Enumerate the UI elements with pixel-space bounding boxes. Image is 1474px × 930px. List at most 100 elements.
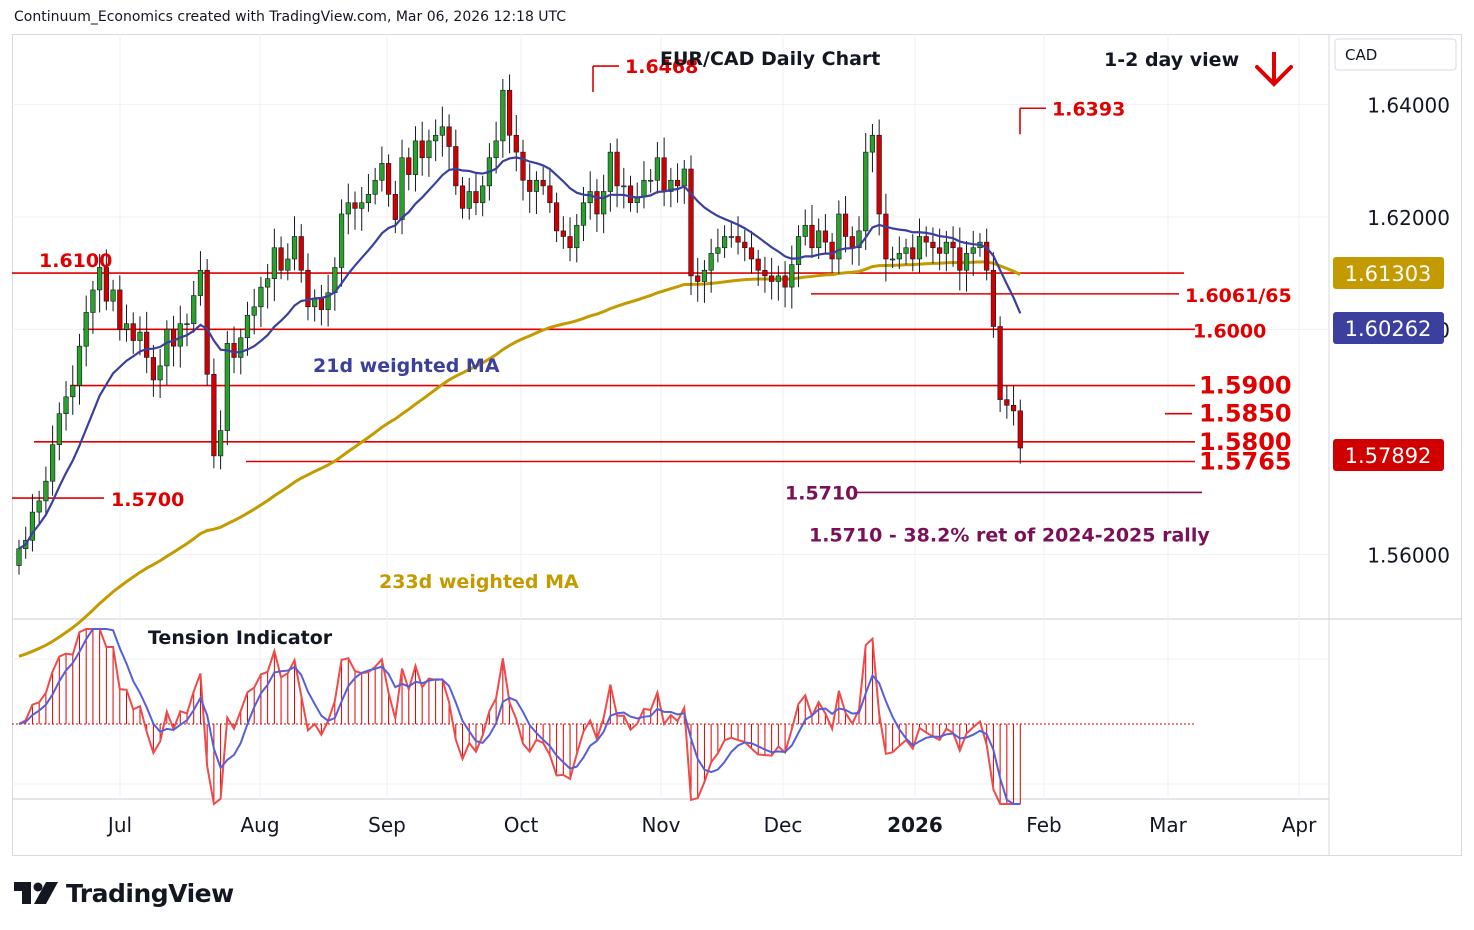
x-axis-label: Oct [504,813,539,837]
candle-body [1010,404,1017,412]
candle-body [735,236,741,243]
y-axis-label: 1.64000 [1367,93,1450,117]
candle-body [137,331,143,341]
candle-body [715,247,721,254]
candle-body [291,236,298,260]
candle-body [258,286,264,308]
candle-body [668,179,674,192]
candle-body [110,289,116,302]
candle-body [372,179,378,195]
candle-body [204,269,210,375]
candle-body [513,134,519,153]
candle-body [144,331,150,358]
candle-body [16,548,22,566]
candle-body [869,134,876,153]
candle-body [433,134,439,142]
candle-body [76,345,83,386]
chart-frame[interactable]: Jul Aug Sep Oct Nov Dec 2026 Feb Mar Apr 1.64000 1.… [12,34,1462,856]
candle-body [621,185,627,188]
tension-signal-line [18,628,1021,805]
level-label: 1.5765 [1199,448,1292,476]
candle-body [345,202,351,215]
candle-body [117,289,123,330]
candle-body [392,194,398,220]
candle-body [580,202,587,226]
candle-body [157,365,163,381]
down-arrow-icon [1255,52,1293,87]
y-axis-label: 1.56000 [1367,543,1450,567]
candle-body [453,146,459,187]
candle-body [36,500,42,513]
candle-body [90,289,96,313]
candle-body [984,241,990,271]
x-axis-label: Sep [368,813,406,837]
candle-body [587,191,593,204]
candle-body [238,337,244,358]
candle-body [70,385,76,398]
candle-body [325,292,331,310]
ma21-line [18,156,1022,550]
candle-body [950,241,956,249]
candle-body [997,326,1003,400]
candle-body [903,247,909,254]
candle-body [164,329,170,367]
candle-body [809,224,815,249]
candle-body [265,278,271,288]
candle-body [849,236,855,249]
price-badge [1333,257,1444,289]
candle-body [970,247,976,254]
candle-body [385,163,392,195]
candle-body [419,140,425,159]
candle-body [648,179,654,182]
candle-body [211,374,217,457]
level-label: 1.5800 [1199,428,1292,456]
candle-body [278,247,284,271]
candle-body [889,258,896,261]
candle-body [782,275,788,288]
candle-body [473,191,479,204]
candle-body [271,247,277,279]
ma233-line [18,260,1021,658]
candle-body [963,253,970,271]
candle-body [681,168,687,187]
candle-body [191,295,197,324]
tradingview-logo[interactable]: TradingView [14,876,234,910]
candle-body [97,267,103,291]
candle-body [762,269,768,277]
level-label: 1.5850 [1199,400,1292,428]
price-badge [1333,312,1444,344]
candle-body [399,157,405,220]
x-axis-label: Jul [106,813,132,837]
candle-body [842,213,849,237]
candle-body [829,241,835,260]
candle-body [614,151,620,187]
candle-body [1017,410,1023,449]
candle-body [916,236,923,260]
fib-note: 1.5710 - 38.2% ret of 2024-2025 rally [809,524,1210,546]
candle-body [527,179,533,192]
candle-body [742,241,748,249]
candle-body [601,191,607,215]
candle-body [769,275,775,282]
currency-label: CAD [1345,46,1377,64]
candle-body [876,134,882,215]
x-axis-label: Nov [641,813,680,837]
candle-body [506,89,513,136]
candle-body [305,269,311,308]
chart-border [12,34,1462,856]
eurcad-chart[interactable]: Jul Aug Sep Oct Nov Dec 2026 Feb Mar Apr 1.64000 1.… [12,34,1462,856]
x-axis-label: Mar [1149,813,1188,837]
candle-body [338,213,345,268]
view-label: 1-2 day view [1104,49,1239,71]
candle-body [688,168,694,277]
candle-body [748,247,755,260]
price-badge-value: 1.60262 [1345,317,1432,341]
candle-body [594,191,600,215]
level-label: 1.6061/65 [1185,285,1292,307]
candle-body [553,202,560,232]
candle-body [728,236,734,238]
candle-body [567,236,573,249]
candle-body [480,185,486,204]
candle-body [795,236,802,265]
candle-body [721,236,728,249]
